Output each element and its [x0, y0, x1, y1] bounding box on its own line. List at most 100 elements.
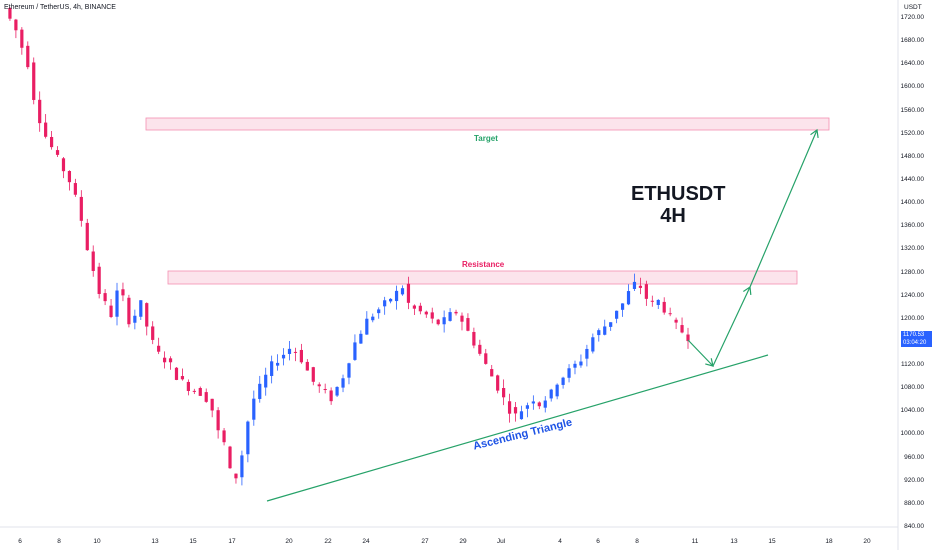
candle-up — [626, 291, 631, 305]
candle-down — [418, 305, 422, 312]
candle-down — [127, 297, 131, 325]
candle-down — [430, 312, 434, 319]
candle-down — [67, 170, 72, 183]
candle-down — [484, 353, 488, 364]
time-tick: 22 — [324, 538, 332, 545]
price-tick: 1080.00 — [900, 384, 925, 392]
price-tick: 1440.00 — [900, 175, 925, 183]
target-zone[interactable] — [145, 117, 830, 131]
candle-up — [597, 330, 601, 336]
price-tick: 1040.00 — [900, 407, 925, 415]
price-tick: 1480.00 — [900, 152, 925, 160]
candle-up — [377, 309, 381, 314]
price-tick: 1200.00 — [900, 314, 925, 322]
time-tick: 27 — [421, 538, 429, 545]
candle-down — [674, 319, 678, 323]
time-tick: 15 — [189, 538, 197, 545]
candle-down — [490, 369, 494, 377]
candle-down — [61, 158, 66, 172]
candle-down — [406, 283, 411, 303]
candle-down — [537, 402, 541, 407]
candle-up — [347, 363, 351, 378]
candle-down — [228, 446, 232, 469]
candle-down — [32, 62, 36, 100]
candle-down — [204, 392, 208, 402]
candle-down — [478, 344, 482, 354]
candle-down — [103, 293, 107, 302]
candlestick-series — [8, 7, 690, 486]
chart-title: ETHUSDT 4H — [631, 183, 725, 227]
candle-down — [496, 375, 500, 391]
candle-down — [20, 29, 24, 48]
resistance-label: Resistance — [462, 260, 505, 269]
candle-up — [276, 362, 280, 366]
candle-down — [14, 19, 18, 31]
candle-down — [192, 390, 196, 392]
price-unit: USDT — [904, 4, 922, 11]
resistance-zone[interactable] — [167, 270, 798, 285]
candle-down — [668, 313, 672, 315]
candle-up — [139, 300, 143, 317]
time-tick: 17 — [228, 538, 236, 545]
candle-up — [246, 421, 250, 455]
price-tick: 880.00 — [904, 499, 924, 507]
time-tick: 8 — [635, 538, 639, 545]
time-tick: 20 — [285, 538, 293, 545]
candle-up — [389, 298, 393, 302]
candle-down — [8, 8, 12, 19]
current-price: 1170.53 — [903, 332, 925, 338]
candle-up — [258, 383, 262, 399]
candle-down — [109, 305, 113, 317]
candle-up — [591, 337, 595, 352]
price-tick: 1560.00 — [900, 106, 925, 114]
candle-up — [371, 316, 375, 321]
projection-path[interactable] — [687, 129, 818, 368]
candle-up — [365, 318, 369, 335]
candle-down — [317, 384, 321, 387]
arrowhead-icon — [705, 358, 714, 367]
candle-down — [44, 122, 48, 137]
candle-down — [502, 388, 506, 398]
candle-down — [162, 357, 167, 363]
target-label: Target — [474, 134, 498, 143]
candle-up — [615, 310, 619, 319]
arrowhead-icon — [743, 285, 752, 296]
candle-up — [115, 290, 119, 317]
candle-down — [222, 430, 226, 443]
ascending-trendline[interactable] — [266, 354, 769, 502]
time-tick: 20 — [863, 538, 871, 545]
candle-up — [555, 384, 559, 397]
candle-down — [121, 289, 125, 296]
price-tick: 1720.00 — [900, 14, 925, 21]
candle-up — [133, 315, 137, 323]
price-tick: 920.00 — [904, 476, 924, 484]
candle-down — [311, 367, 315, 382]
candle-up — [400, 288, 405, 295]
time-tick: 4 — [558, 538, 562, 545]
price-tick: 1400.00 — [900, 199, 925, 207]
candle-down — [513, 407, 518, 414]
price-tick: 1680.00 — [900, 37, 925, 45]
candle-up — [543, 400, 547, 408]
candle-up — [519, 411, 524, 420]
time-tick: 6 — [596, 538, 600, 545]
candle-up — [394, 290, 399, 302]
time-tick: 11 — [691, 538, 699, 545]
candle-up — [603, 326, 607, 335]
bar-countdown: 03:04:20 — [903, 340, 927, 346]
candle-down — [686, 334, 690, 342]
price-tick: 1120.00 — [900, 361, 924, 369]
candle-down — [49, 136, 54, 148]
candle-down — [424, 311, 428, 315]
candle-down — [79, 196, 83, 221]
candle-up — [632, 281, 637, 289]
candle-up — [287, 348, 292, 354]
time-tick: 13 — [730, 538, 738, 545]
candle-down — [38, 99, 42, 124]
candle-down — [507, 401, 512, 414]
candle-down — [157, 345, 161, 352]
candle-down — [436, 319, 440, 325]
candle-down — [299, 349, 303, 363]
price-tick: 1640.00 — [900, 60, 925, 68]
